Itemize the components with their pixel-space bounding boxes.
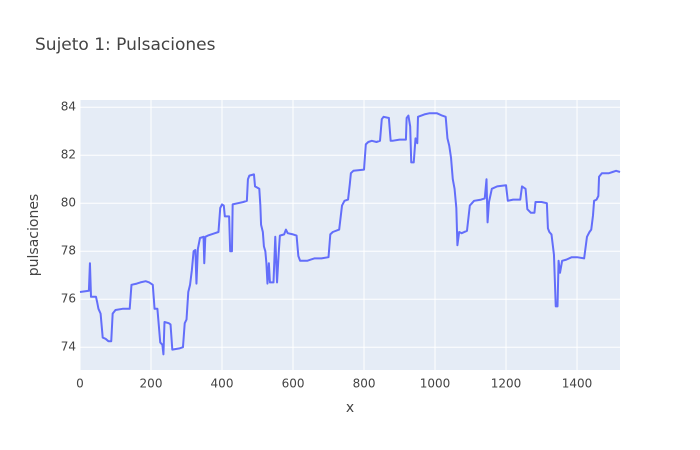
x-tick-label: 1200 (491, 377, 522, 391)
plot-area (80, 100, 620, 370)
x-tick-label: 1400 (562, 377, 593, 391)
chart-title: Sujeto 1: Pulsaciones (35, 35, 216, 55)
x-tick-label: 800 (353, 377, 376, 391)
y-tick-label: 76 (61, 292, 76, 306)
x-tick-label: 0 (76, 377, 84, 391)
x-axis-title: x (346, 400, 354, 416)
y-tick-label: 74 (61, 340, 76, 354)
y-axis-title: pulsaciones (26, 194, 42, 276)
y-tick-label: 84 (61, 100, 76, 114)
data-line (79, 112, 621, 356)
y-tick-label: 80 (61, 196, 76, 210)
x-tick-label: 400 (211, 377, 234, 391)
y-tick-label: 82 (61, 148, 76, 162)
x-tick-label: 1000 (420, 377, 451, 391)
x-tick-label: 200 (140, 377, 163, 391)
x-tick-label: 600 (282, 377, 305, 391)
y-tick-label: 78 (61, 244, 76, 258)
